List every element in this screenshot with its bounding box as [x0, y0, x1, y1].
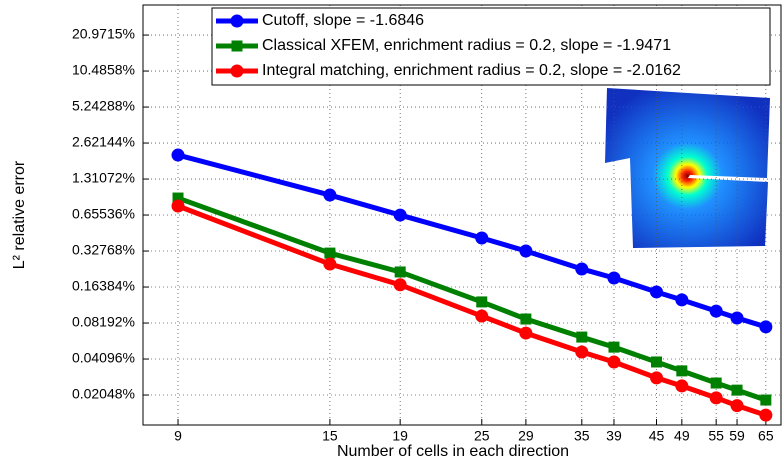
legend-label: Classical XFEM, enrichment radius = 0.2,…: [262, 37, 671, 54]
y-tick-label: 0.32768%: [72, 242, 135, 258]
y-tick-label: 0.04096%: [72, 350, 135, 366]
marker: [709, 391, 723, 405]
marker: [675, 293, 689, 307]
marker: [650, 371, 664, 385]
legend-label: Integral matching, enrichment radius = 0…: [262, 62, 681, 79]
y-tick-label: 2.62144%: [72, 134, 135, 150]
legend-label: Cutoff, slope = -1.6846: [262, 12, 424, 29]
x-tick-label: 19: [392, 428, 408, 444]
marker: [171, 199, 185, 213]
marker: [323, 257, 337, 271]
x-axis-label: Number of cells in each direction: [337, 443, 569, 460]
marker: [394, 266, 406, 278]
marker: [230, 64, 244, 78]
inset-image: [605, 88, 770, 248]
marker: [760, 394, 772, 406]
marker: [575, 345, 589, 359]
marker: [230, 14, 244, 28]
marker: [476, 296, 488, 308]
x-tick-label: 55: [708, 428, 724, 444]
y-axis-label: L² relative error: [11, 160, 28, 269]
marker: [324, 247, 336, 259]
marker: [607, 271, 621, 285]
marker: [393, 208, 407, 222]
x-tick-label: 49: [674, 428, 690, 444]
marker: [651, 356, 663, 368]
x-tick-label: 59: [729, 428, 745, 444]
marker: [323, 188, 337, 202]
x-tick-label: 39: [606, 428, 622, 444]
y-tick-label: 0.02048%: [72, 386, 135, 402]
marker: [520, 313, 532, 325]
x-tick-label: 65: [758, 428, 774, 444]
marker: [231, 40, 243, 52]
y-tick-label: 0.65536%: [72, 206, 135, 222]
marker: [607, 355, 621, 369]
x-tick-label: 35: [574, 428, 590, 444]
y-tick-label: 10.4858%: [72, 62, 135, 78]
x-tick-label: 29: [518, 428, 534, 444]
marker: [650, 285, 664, 299]
marker: [575, 262, 589, 276]
marker: [608, 341, 620, 353]
y-tick-label: 1.31072%: [72, 170, 135, 186]
plot-frame: [142, 4, 782, 426]
marker: [710, 377, 722, 389]
x-tick-label: 45: [649, 428, 665, 444]
marker: [475, 309, 489, 323]
marker: [393, 278, 407, 292]
x-tick-label: 25: [474, 428, 490, 444]
y-tick-label: 0.08192%: [72, 314, 135, 330]
marker: [519, 244, 533, 258]
x-tick-label: 15: [322, 428, 338, 444]
y-tick-label: 0.16384%: [72, 278, 135, 294]
marker: [675, 379, 689, 393]
marker: [519, 326, 533, 340]
x-tick-label: 9: [174, 428, 182, 444]
marker: [730, 311, 744, 325]
legend: Cutoff, slope = -1.6846 Classical XFEM, e…: [211, 7, 771, 86]
legend-box: [211, 7, 771, 86]
marker: [172, 192, 184, 204]
marker: [731, 384, 743, 396]
marker: [171, 148, 185, 162]
marker: [676, 365, 688, 377]
y-tick-label: 20.9715%: [72, 26, 135, 42]
marker: [759, 320, 773, 334]
marker: [475, 231, 489, 245]
marker: [709, 304, 723, 318]
marker: [759, 408, 773, 422]
marker: [576, 331, 588, 343]
y-tick-label: 5.24288%: [72, 98, 135, 114]
marker: [730, 399, 744, 413]
